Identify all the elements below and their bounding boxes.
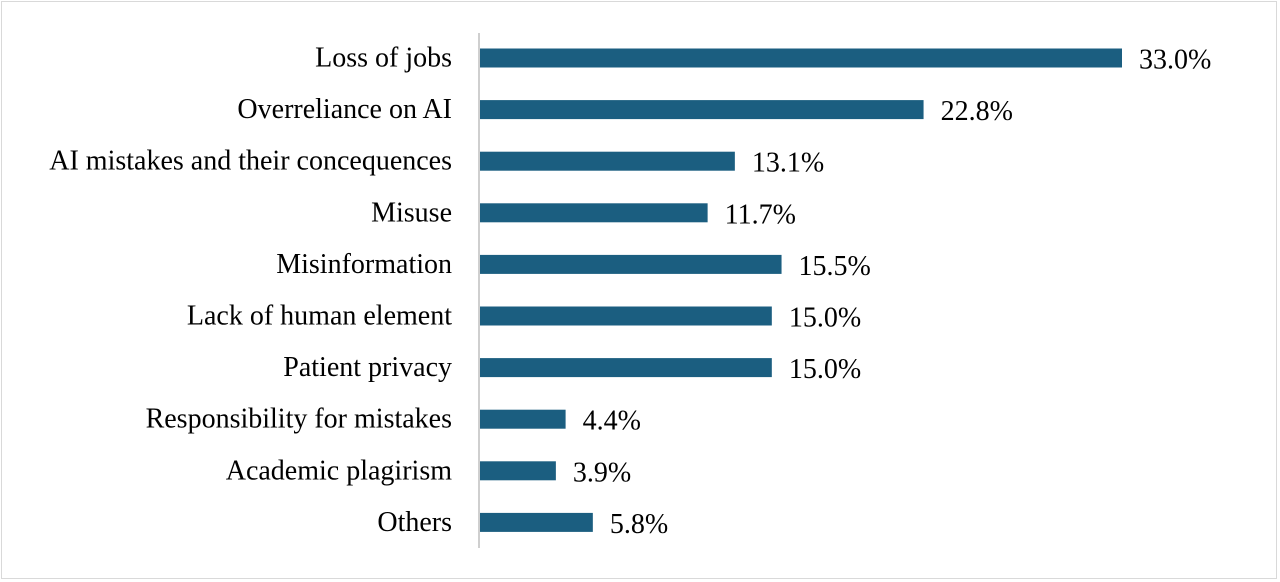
- bar: [480, 409, 566, 429]
- bars-group: [480, 48, 1122, 532]
- category-label: Patient privacy: [283, 352, 452, 383]
- value-label: 15.5%: [799, 251, 871, 282]
- value-label: 11.7%: [725, 199, 796, 230]
- bar: [480, 512, 593, 532]
- value-label: 4.4%: [583, 406, 641, 437]
- value-label: 5.8%: [610, 509, 668, 540]
- category-label: AI mistakes and their concequences: [49, 146, 452, 177]
- category-label: Responsibility for mistakes: [146, 404, 452, 435]
- category-label: Misinformation: [276, 249, 452, 280]
- category-label: Academic plagirism: [226, 455, 452, 486]
- category-label: Others: [377, 507, 452, 538]
- category-labels: Loss of jobs Overreliance on AI AI mistake…: [49, 43, 452, 538]
- bar: [480, 461, 556, 481]
- bar: [480, 48, 1122, 68]
- value-labels: 33.0% 22.8% 13.1% 11.7%15.5% 15.0% 15.0% 4.4% 3…: [573, 45, 1211, 540]
- bar: [480, 151, 735, 171]
- category-label: Loss of jobs: [315, 43, 452, 74]
- bar: [480, 100, 924, 120]
- category-label: Lack of human element: [187, 301, 452, 332]
- category-label: Misuse: [371, 197, 452, 228]
- value-label: 22.8%: [941, 96, 1013, 127]
- value-label: 15.0%: [789, 354, 861, 385]
- value-label: 33.0%: [1139, 45, 1211, 76]
- value-label: 15.0%: [789, 303, 861, 334]
- bar: [480, 358, 772, 378]
- value-label: 3.9%: [573, 457, 631, 488]
- bar: [480, 203, 708, 223]
- bar: [480, 306, 772, 326]
- category-label: Overreliance on AI: [237, 94, 452, 125]
- value-label: 13.1%: [752, 148, 824, 179]
- bar: [480, 254, 782, 274]
